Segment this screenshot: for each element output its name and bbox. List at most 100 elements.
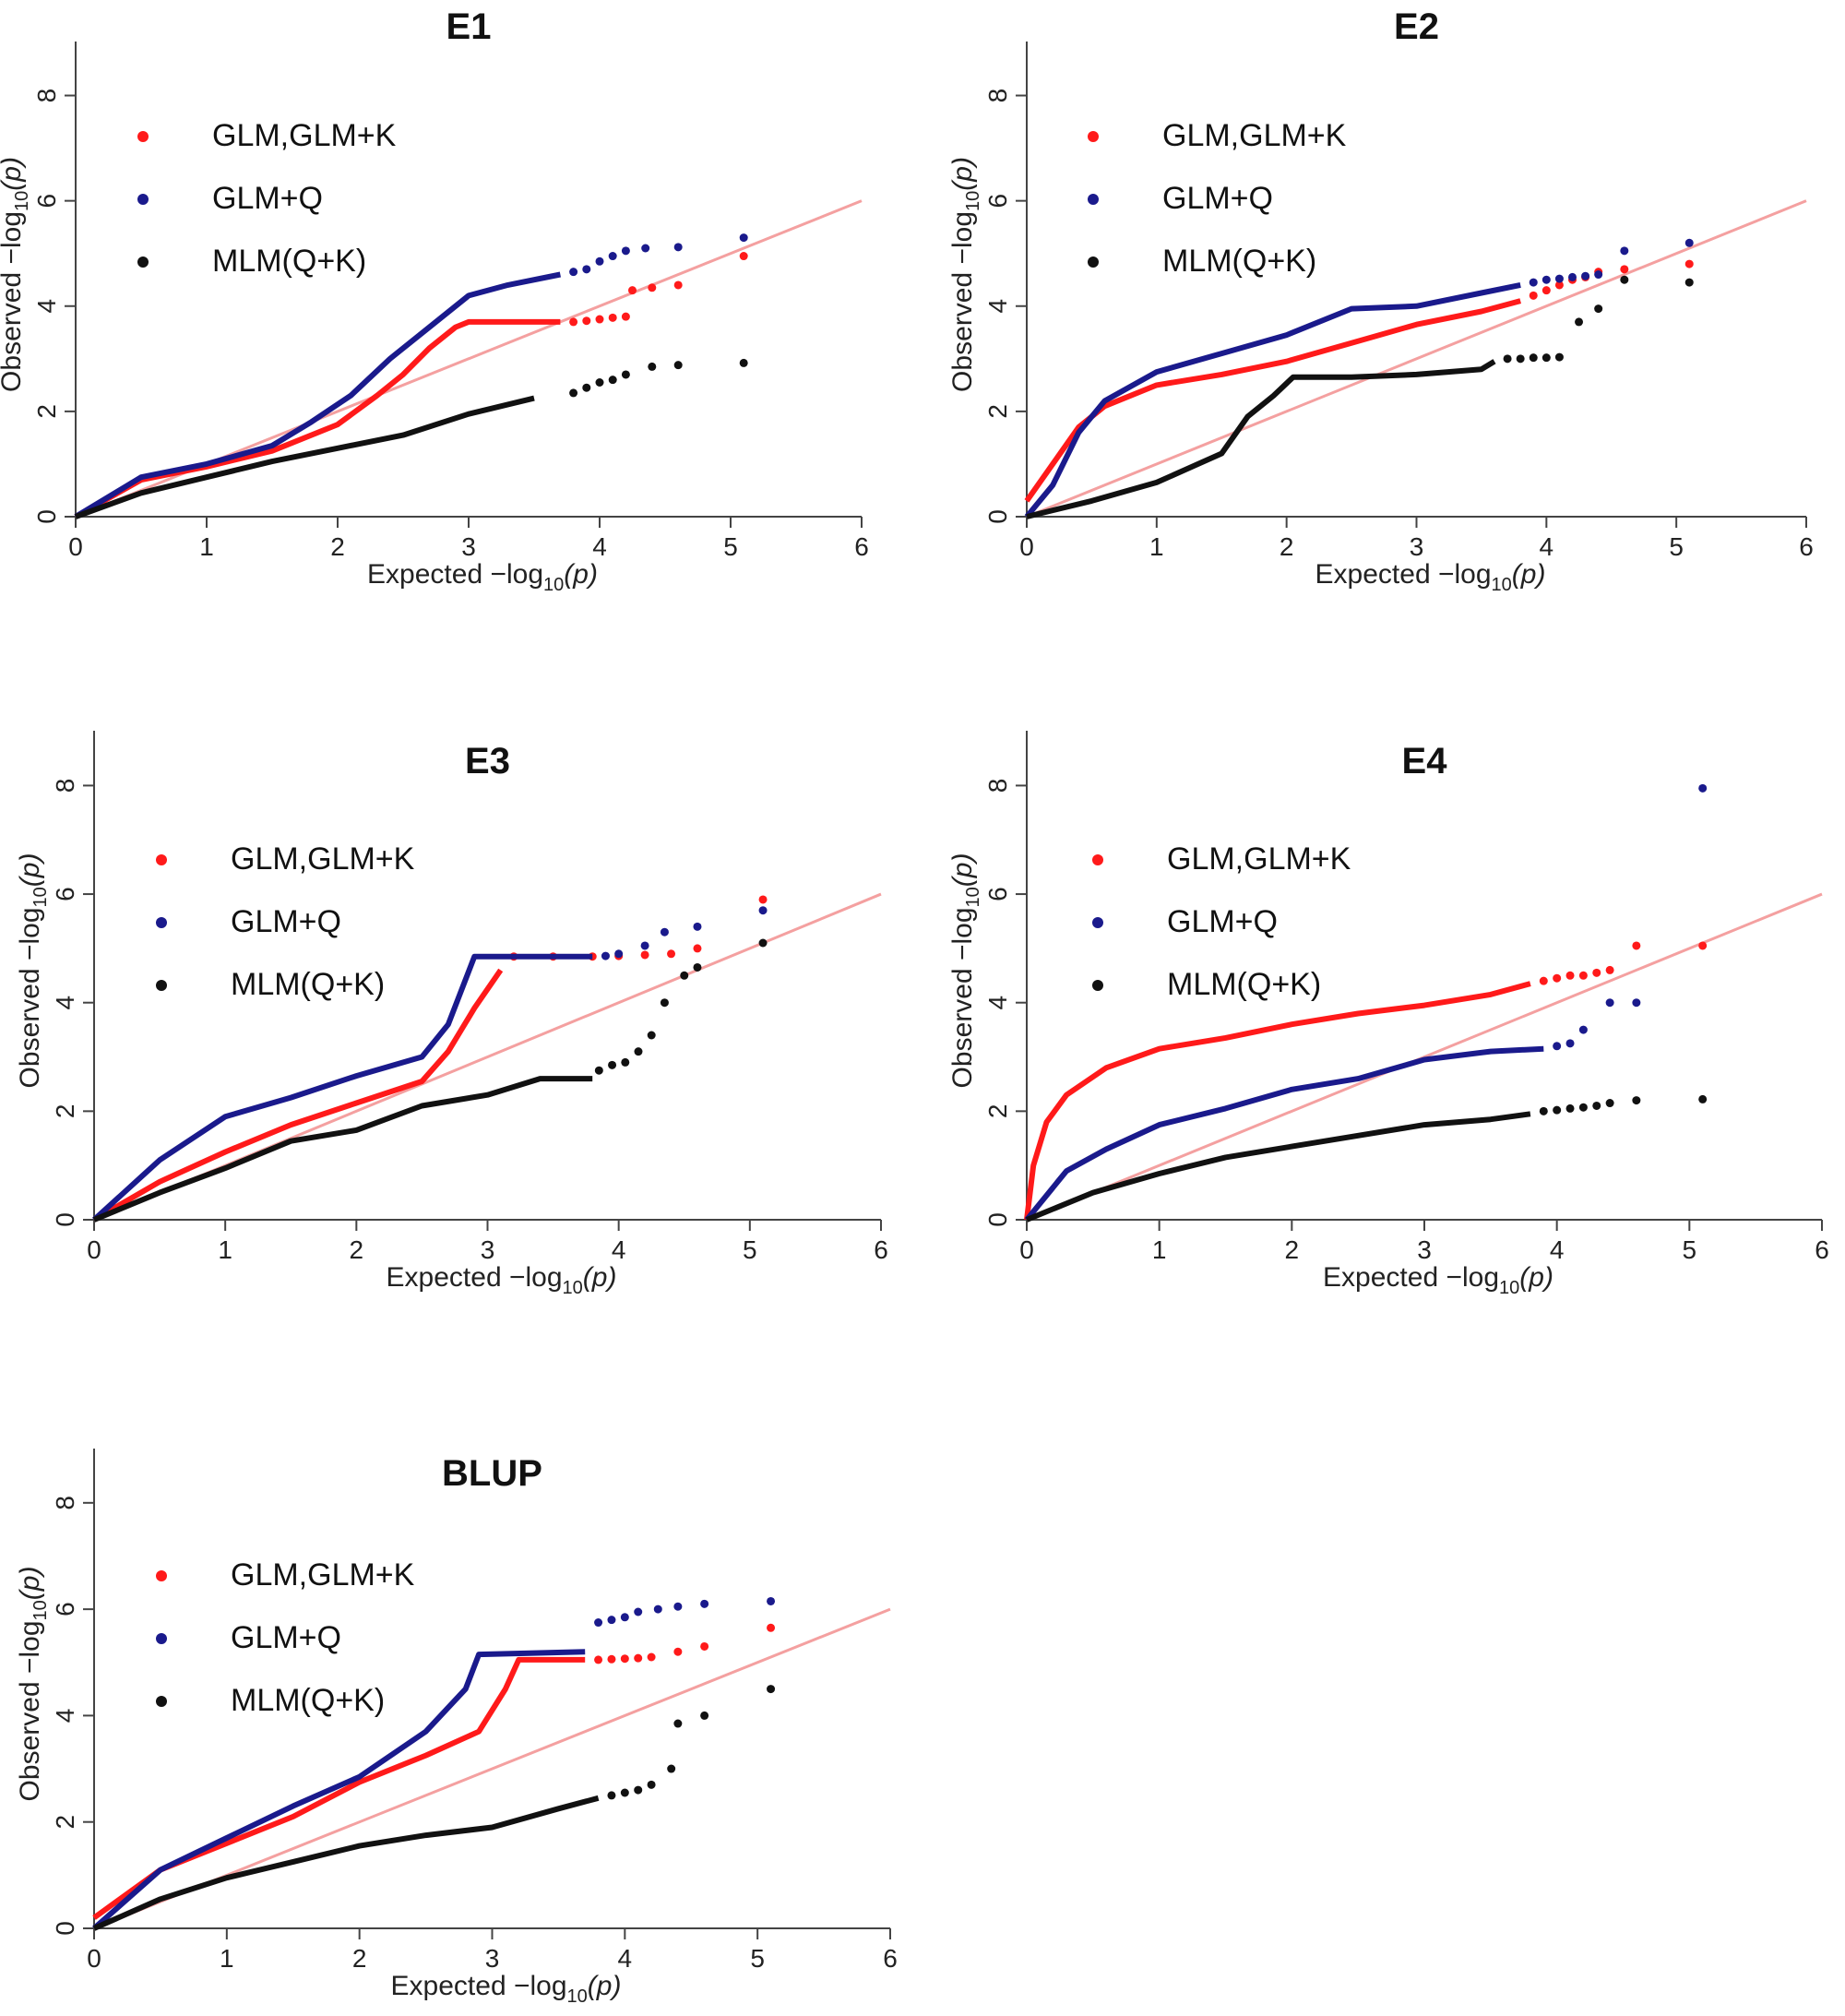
legend-label: MLM(Q+K) bbox=[1167, 967, 1321, 1002]
legend-label: GLM+Q bbox=[1167, 904, 1278, 939]
x-tick-label: 0 bbox=[87, 1235, 101, 1264]
legend-label: GLM+Q bbox=[231, 1620, 341, 1655]
x-tick-label: 0 bbox=[68, 532, 83, 561]
x-tick-label: 5 bbox=[743, 1235, 757, 1264]
data-point bbox=[634, 1047, 643, 1056]
data-point bbox=[1592, 1101, 1601, 1110]
data-point bbox=[569, 317, 578, 327]
x-tick-label: 3 bbox=[1410, 532, 1424, 561]
series-glm-q bbox=[1024, 783, 1708, 1222]
series-curve bbox=[92, 1076, 593, 1223]
legend: GLM,GLM+K GLM+Q MLM(Q+K) bbox=[1092, 841, 1351, 1002]
data-point bbox=[693, 922, 702, 931]
data-point bbox=[1684, 259, 1694, 268]
legend-label: GLM+Q bbox=[1162, 181, 1273, 216]
x-tick-label: 2 bbox=[1285, 1235, 1300, 1264]
data-point bbox=[1554, 274, 1564, 283]
legend-marker bbox=[1088, 131, 1099, 142]
y-tick-label: 6 bbox=[32, 194, 61, 209]
data-point bbox=[1605, 965, 1614, 974]
data-point bbox=[1684, 238, 1694, 247]
data-point bbox=[569, 388, 578, 398]
legend: GLM,GLM+K GLM+Q MLM(Q+K) bbox=[156, 1557, 415, 1718]
qq-panel-e2: E2 0 1 2 3 4 5 6 0 2 4 6 8 Expected −log10(p) Observed… bbox=[947, 6, 1814, 595]
data-point bbox=[1554, 352, 1564, 362]
legend-label: GLM,GLM+K bbox=[231, 841, 415, 877]
x-axis-label: Expected −log10(p) bbox=[1315, 559, 1546, 595]
data-point bbox=[739, 358, 748, 367]
x-tick-label: 2 bbox=[1280, 532, 1294, 561]
x-tick-label: 1 bbox=[1149, 532, 1164, 561]
y-tick-label: 0 bbox=[983, 509, 1012, 524]
legend: GLM,GLM+K GLM+Q MLM(Q+K) bbox=[1088, 118, 1347, 279]
x-axis-label: Expected −log10(p) bbox=[367, 559, 598, 595]
data-point bbox=[673, 1719, 683, 1728]
data-point bbox=[601, 951, 610, 960]
series-mlm-q-k- bbox=[74, 358, 748, 519]
series-curve bbox=[1024, 981, 1531, 1221]
legend-label: GLM+Q bbox=[231, 904, 341, 939]
data-point bbox=[653, 1604, 662, 1614]
data-point bbox=[700, 1711, 709, 1720]
panel-title: E3 bbox=[465, 741, 510, 781]
data-point bbox=[641, 244, 650, 253]
data-point bbox=[1632, 941, 1641, 950]
legend-label: MLM(Q+K) bbox=[212, 244, 366, 279]
legend-marker bbox=[1092, 854, 1103, 865]
data-point bbox=[700, 1599, 709, 1608]
legend-marker bbox=[1088, 194, 1099, 205]
data-point bbox=[621, 312, 630, 321]
x-tick-label: 2 bbox=[330, 532, 345, 561]
x-tick-label: 5 bbox=[1669, 532, 1684, 561]
series-glm-q bbox=[74, 233, 748, 519]
legend-marker bbox=[1092, 980, 1103, 991]
data-point bbox=[647, 1031, 656, 1040]
data-point bbox=[1632, 998, 1641, 1008]
y-tick-label: 2 bbox=[51, 1815, 79, 1830]
data-point bbox=[595, 256, 604, 266]
data-point bbox=[1539, 976, 1548, 985]
data-point bbox=[758, 906, 768, 915]
y-tick-label: 4 bbox=[51, 996, 79, 1010]
qq-panel-e3: E3 0 1 2 3 4 5 6 0 2 4 6 8 Expected −log10(p) Observed… bbox=[15, 731, 888, 1298]
panel-title: E2 bbox=[1394, 6, 1439, 47]
y-tick-label: 6 bbox=[983, 887, 1012, 901]
data-point bbox=[1568, 272, 1577, 281]
y-tick-label: 2 bbox=[983, 404, 1012, 419]
y-axis-label: Observed −log10(p) bbox=[947, 157, 983, 392]
legend-label: GLM,GLM+K bbox=[1162, 118, 1347, 153]
legend-label: GLM,GLM+K bbox=[231, 1557, 415, 1593]
data-point bbox=[1554, 280, 1564, 290]
data-point bbox=[634, 1607, 643, 1616]
x-tick-label: 2 bbox=[352, 1944, 367, 1973]
data-point bbox=[595, 378, 604, 387]
series-curve bbox=[92, 1649, 586, 1931]
data-point bbox=[1578, 971, 1588, 980]
data-point bbox=[1541, 353, 1551, 363]
y-tick-label: 8 bbox=[32, 89, 61, 103]
data-point bbox=[614, 949, 624, 959]
series-glm-q bbox=[1024, 238, 1694, 519]
data-point bbox=[1529, 278, 1538, 287]
data-point bbox=[594, 1655, 603, 1664]
data-point bbox=[608, 313, 617, 322]
legend-marker bbox=[1092, 917, 1103, 928]
x-tick-label: 3 bbox=[461, 532, 476, 561]
data-point bbox=[1541, 275, 1551, 284]
data-point bbox=[634, 1785, 643, 1795]
x-axis-label: Expected −log10(p) bbox=[387, 1262, 617, 1298]
x-tick-label: 1 bbox=[220, 1944, 234, 1973]
legend: GLM,GLM+K GLM+Q MLM(Q+K) bbox=[156, 841, 415, 1002]
x-tick-label: 1 bbox=[199, 532, 214, 561]
series-glm-glm-k bbox=[92, 895, 768, 1223]
series-mlm-q-k- bbox=[1026, 275, 1694, 519]
series-curve bbox=[92, 968, 504, 1223]
series-glm-q bbox=[92, 1596, 776, 1931]
data-point bbox=[1581, 271, 1590, 280]
data-point bbox=[595, 315, 604, 324]
data-point bbox=[739, 252, 748, 261]
x-tick-label: 2 bbox=[350, 1235, 364, 1264]
data-point bbox=[647, 1780, 656, 1789]
y-axis-label: Observed −log10(p) bbox=[15, 1567, 51, 1802]
